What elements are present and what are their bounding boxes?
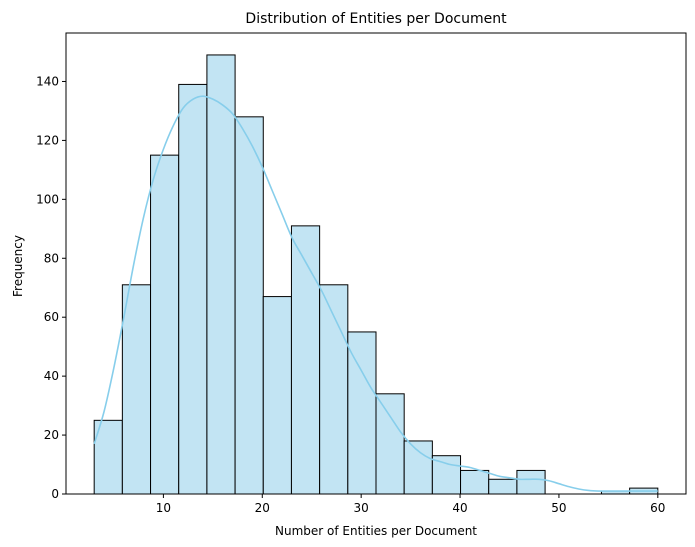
x-axis-label: Number of Entities per Document [275,524,477,538]
y-tick-label: 120 [36,133,59,147]
histogram-bar [460,469,490,495]
x-tick-label: 20 [255,501,270,515]
histogram-bar [488,478,518,495]
y-tick-label: 60 [44,310,59,324]
histogram-bar [178,83,208,495]
y-tick-label: 40 [44,369,59,383]
x-tick-label: 10 [156,501,171,515]
histogram-bar [347,331,377,495]
y-axis-label: Frequency [11,235,25,297]
y-tick-label: 0 [51,487,59,501]
histogram-bar [93,419,123,495]
histogram-bar [262,296,292,495]
x-tick-label: 40 [452,501,467,515]
y-tick-label: 140 [36,74,59,88]
histogram-bar [403,440,433,495]
x-tick-label: 60 [650,501,665,515]
y-axis-ticks: 0 20 40 60 80 100 120 140 [36,74,66,501]
x-tick-label: 50 [551,501,566,515]
histogram-bar [206,54,236,495]
plot-frame [65,32,687,495]
histogram-bar [375,393,405,495]
histogram-bars [93,54,659,495]
histogram-bar [121,284,152,495]
histogram-bar [290,225,321,495]
x-tick-label: 30 [354,501,369,515]
histogram-bar [319,284,349,495]
histogram-bar [150,154,180,495]
kde-curve [93,95,658,492]
histogram-bar [234,116,264,495]
chart-title: Distribution of Entities per Document [245,11,507,27]
y-tick-label: 20 [44,428,59,442]
histogram-bar [516,469,546,495]
x-axis-ticks: 10 20 30 40 50 60 [156,494,665,515]
y-tick-label: 100 [36,192,59,206]
y-tick-label: 80 [44,251,59,265]
